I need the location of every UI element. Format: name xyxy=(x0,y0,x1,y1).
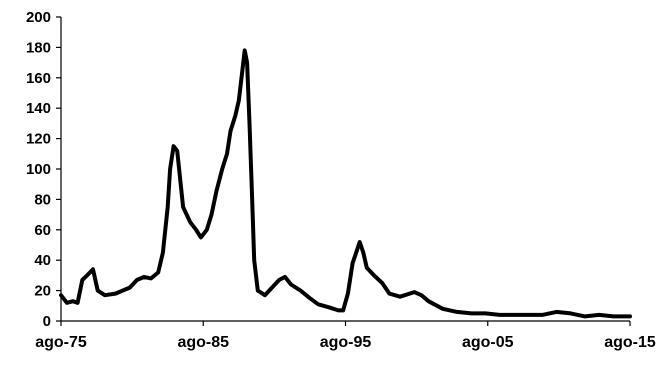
y-tick-labels: 0 20 40 60 80 100 120 140 160 180 200 xyxy=(26,9,51,330)
x-tick-label: ago-95 xyxy=(320,334,372,351)
y-tick-label: 100 xyxy=(26,161,51,178)
x-tick-labels: ago-75 ago-85 ago-95 ago-05 ago-15 xyxy=(35,334,656,351)
series-line xyxy=(61,50,630,316)
y-tick-label: 0 xyxy=(43,313,51,330)
y-tick-label: 120 xyxy=(26,131,51,148)
x-tick-label: ago-05 xyxy=(462,334,514,351)
x-tick-label: ago-75 xyxy=(35,334,87,351)
x-tick-label: ago-15 xyxy=(604,334,656,351)
x-tick-label: ago-85 xyxy=(177,334,229,351)
y-tick-label: 60 xyxy=(34,222,51,239)
y-tick-label: 200 xyxy=(26,9,51,26)
y-tick-label: 80 xyxy=(34,191,51,208)
y-tick-label: 160 xyxy=(26,70,51,87)
y-tick-label: 40 xyxy=(34,252,51,269)
y-tick-label: 180 xyxy=(26,39,51,56)
series-group xyxy=(61,50,630,316)
y-tick-label: 20 xyxy=(34,283,51,300)
y-tick-label: 140 xyxy=(26,100,51,117)
